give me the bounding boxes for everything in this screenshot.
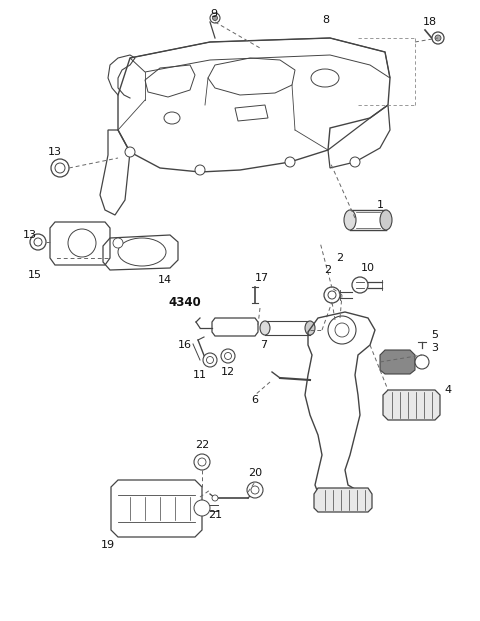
Circle shape	[415, 355, 429, 369]
Text: 15: 15	[28, 270, 42, 280]
Circle shape	[285, 157, 295, 167]
Circle shape	[352, 277, 368, 293]
Circle shape	[328, 291, 336, 299]
Circle shape	[51, 159, 69, 177]
Circle shape	[194, 454, 210, 470]
Circle shape	[221, 349, 235, 363]
Circle shape	[125, 147, 135, 157]
Ellipse shape	[260, 321, 270, 335]
Text: 7: 7	[261, 340, 267, 350]
Text: 16: 16	[178, 340, 192, 350]
Circle shape	[195, 165, 205, 175]
Circle shape	[210, 13, 220, 23]
Circle shape	[55, 163, 65, 173]
Text: 18: 18	[423, 17, 437, 27]
Circle shape	[432, 32, 444, 44]
Text: 6: 6	[252, 395, 259, 405]
Ellipse shape	[344, 210, 356, 230]
Circle shape	[113, 238, 123, 248]
Circle shape	[251, 486, 259, 494]
Text: 17: 17	[255, 273, 269, 283]
Ellipse shape	[380, 210, 392, 230]
Circle shape	[247, 482, 263, 498]
Text: 8: 8	[323, 15, 330, 25]
Circle shape	[435, 35, 441, 41]
Circle shape	[30, 234, 46, 250]
Circle shape	[194, 500, 210, 516]
Text: 19: 19	[101, 540, 115, 550]
Text: 13: 13	[23, 230, 37, 240]
Circle shape	[34, 238, 42, 246]
Circle shape	[198, 458, 206, 466]
Text: 11: 11	[193, 370, 207, 380]
Text: 14: 14	[158, 275, 172, 285]
Text: 4340: 4340	[168, 296, 202, 309]
Text: 2: 2	[336, 253, 344, 263]
Ellipse shape	[305, 321, 315, 335]
Circle shape	[206, 356, 214, 363]
Circle shape	[212, 495, 218, 501]
Text: 20: 20	[248, 468, 262, 478]
Circle shape	[324, 287, 340, 303]
Text: 5: 5	[432, 330, 439, 340]
Polygon shape	[314, 488, 372, 512]
Polygon shape	[380, 350, 415, 374]
Circle shape	[213, 16, 217, 20]
Text: 10: 10	[361, 263, 375, 273]
Circle shape	[203, 353, 217, 367]
Text: 22: 22	[195, 440, 209, 450]
Polygon shape	[383, 390, 440, 420]
Text: 13: 13	[48, 147, 62, 157]
Text: 3: 3	[432, 343, 439, 353]
Text: 12: 12	[221, 367, 235, 377]
Text: 21: 21	[208, 510, 222, 520]
Circle shape	[225, 353, 231, 360]
Circle shape	[350, 157, 360, 167]
Text: 9: 9	[210, 9, 217, 19]
Text: 4: 4	[444, 385, 452, 395]
Text: 1: 1	[376, 200, 384, 210]
Text: 2: 2	[324, 265, 332, 275]
